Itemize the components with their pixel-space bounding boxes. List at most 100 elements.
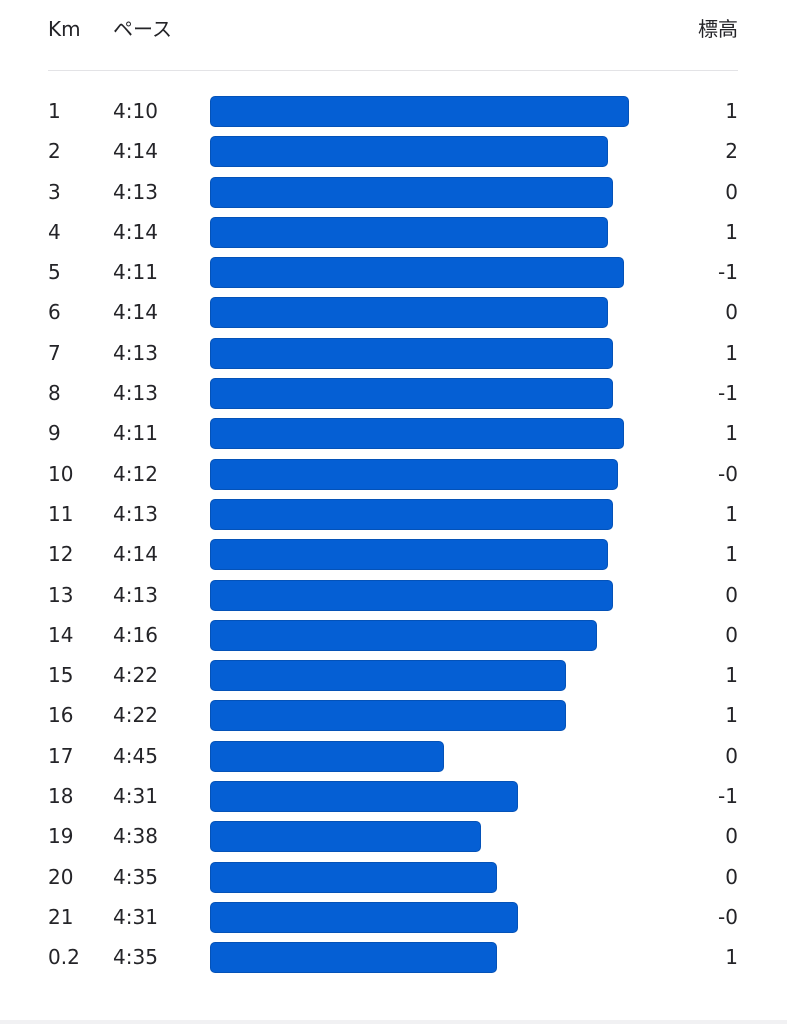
split-row: 7 4:13 1 bbox=[0, 333, 787, 373]
split-km: 6 bbox=[48, 300, 61, 325]
pace-bar bbox=[210, 418, 624, 450]
splits-header: Km ペース 標高 bbox=[0, 0, 787, 58]
pace-bar bbox=[210, 660, 566, 692]
split-km: 15 bbox=[48, 663, 74, 688]
split-pace: 4:35 bbox=[113, 945, 158, 970]
pace-bar bbox=[210, 700, 566, 732]
split-km: 21 bbox=[48, 904, 74, 929]
split-pace: 4:11 bbox=[113, 260, 158, 285]
split-km: 10 bbox=[48, 461, 74, 486]
split-elevation: 0 bbox=[725, 743, 738, 768]
pace-bar bbox=[210, 861, 497, 893]
split-km: 13 bbox=[48, 582, 74, 607]
pace-bar bbox=[210, 216, 608, 248]
pace-bar bbox=[210, 297, 608, 329]
split-pace: 4:38 bbox=[113, 824, 158, 849]
split-km: 0.2 bbox=[48, 945, 80, 970]
split-pace: 4:31 bbox=[113, 904, 158, 929]
split-row: 6 4:14 0 bbox=[0, 292, 787, 332]
split-elevation: 2 bbox=[725, 139, 738, 164]
split-km: 12 bbox=[48, 542, 74, 567]
split-pace: 4:13 bbox=[113, 582, 158, 607]
split-km: 19 bbox=[48, 824, 74, 849]
split-row: 14 4:16 0 bbox=[0, 615, 787, 655]
split-km: 16 bbox=[48, 703, 74, 728]
split-row: 17 4:45 0 bbox=[0, 736, 787, 776]
split-km: 11 bbox=[48, 501, 74, 526]
split-pace: 4:13 bbox=[113, 381, 158, 406]
split-row: 8 4:13 -1 bbox=[0, 373, 787, 413]
split-km: 5 bbox=[48, 260, 61, 285]
pace-bar bbox=[210, 458, 618, 490]
split-row: 3 4:13 0 bbox=[0, 172, 787, 212]
split-row: 0.2 4:35 1 bbox=[0, 937, 787, 977]
split-pace: 4:13 bbox=[113, 501, 158, 526]
split-elevation: 1 bbox=[725, 340, 738, 365]
split-elevation: 1 bbox=[725, 421, 738, 446]
split-elevation: 1 bbox=[725, 663, 738, 688]
pace-bar bbox=[210, 821, 481, 853]
split-km: 18 bbox=[48, 784, 74, 809]
pace-bar bbox=[210, 136, 608, 168]
bottom-divider bbox=[0, 1020, 787, 1024]
splits-list: 1 4:10 1 2 4:14 2 3 4:13 0 4 4:14 1 5 4:11 -1 6 4:14 0 7 4:… bbox=[0, 91, 787, 978]
split-row: 13 4:13 0 bbox=[0, 575, 787, 615]
split-elevation: 0 bbox=[725, 300, 738, 325]
split-elevation: 1 bbox=[725, 219, 738, 244]
split-pace: 4:35 bbox=[113, 864, 158, 889]
split-elevation: 0 bbox=[725, 179, 738, 204]
pace-bar bbox=[210, 579, 613, 611]
split-elevation: 0 bbox=[725, 622, 738, 647]
split-pace: 4:45 bbox=[113, 743, 158, 768]
split-elevation: 0 bbox=[725, 824, 738, 849]
split-pace: 4:14 bbox=[113, 139, 158, 164]
split-km: 17 bbox=[48, 743, 74, 768]
split-row: 15 4:22 1 bbox=[0, 655, 787, 695]
split-km: 2 bbox=[48, 139, 61, 164]
elevation-column-header: 標高 bbox=[698, 17, 738, 41]
pace-bar bbox=[210, 740, 444, 772]
split-elevation: -1 bbox=[718, 784, 738, 809]
split-pace: 4:22 bbox=[113, 663, 158, 688]
pace-bar bbox=[210, 781, 518, 813]
split-row: 10 4:12 -0 bbox=[0, 454, 787, 494]
split-pace: 4:13 bbox=[113, 340, 158, 365]
split-elevation: 1 bbox=[725, 945, 738, 970]
split-elevation: -1 bbox=[718, 381, 738, 406]
split-row: 20 4:35 0 bbox=[0, 857, 787, 897]
pace-bar bbox=[210, 378, 613, 410]
split-km: 20 bbox=[48, 864, 74, 889]
split-row: 18 4:31 -1 bbox=[0, 776, 787, 816]
split-pace: 4:11 bbox=[113, 421, 158, 446]
split-km: 14 bbox=[48, 622, 74, 647]
split-elevation: -0 bbox=[718, 904, 738, 929]
split-km: 8 bbox=[48, 381, 61, 406]
split-pace: 4:12 bbox=[113, 461, 158, 486]
pace-bar bbox=[210, 176, 613, 208]
split-pace: 4:16 bbox=[113, 622, 158, 647]
pace-bar bbox=[210, 901, 518, 933]
split-pace: 4:14 bbox=[113, 542, 158, 567]
split-elevation: -0 bbox=[718, 461, 738, 486]
split-row: 19 4:38 0 bbox=[0, 816, 787, 856]
split-elevation: 1 bbox=[725, 542, 738, 567]
pace-bar bbox=[210, 257, 624, 289]
split-row: 9 4:11 1 bbox=[0, 413, 787, 453]
split-row: 12 4:14 1 bbox=[0, 534, 787, 574]
split-km: 7 bbox=[48, 340, 61, 365]
split-elevation: 1 bbox=[725, 501, 738, 526]
split-pace: 4:31 bbox=[113, 784, 158, 809]
split-pace: 4:14 bbox=[113, 219, 158, 244]
pace-bar bbox=[210, 498, 613, 530]
split-pace: 4:22 bbox=[113, 703, 158, 728]
split-elevation: 1 bbox=[725, 99, 738, 123]
split-elevation: 1 bbox=[725, 703, 738, 728]
split-elevation: 0 bbox=[725, 582, 738, 607]
split-km: 4 bbox=[48, 219, 61, 244]
split-row: 11 4:13 1 bbox=[0, 494, 787, 534]
split-elevation: 0 bbox=[725, 864, 738, 889]
pace-bar bbox=[210, 539, 608, 571]
pace-bar bbox=[210, 942, 497, 974]
split-km: 1 bbox=[48, 99, 61, 123]
split-km: 3 bbox=[48, 179, 61, 204]
